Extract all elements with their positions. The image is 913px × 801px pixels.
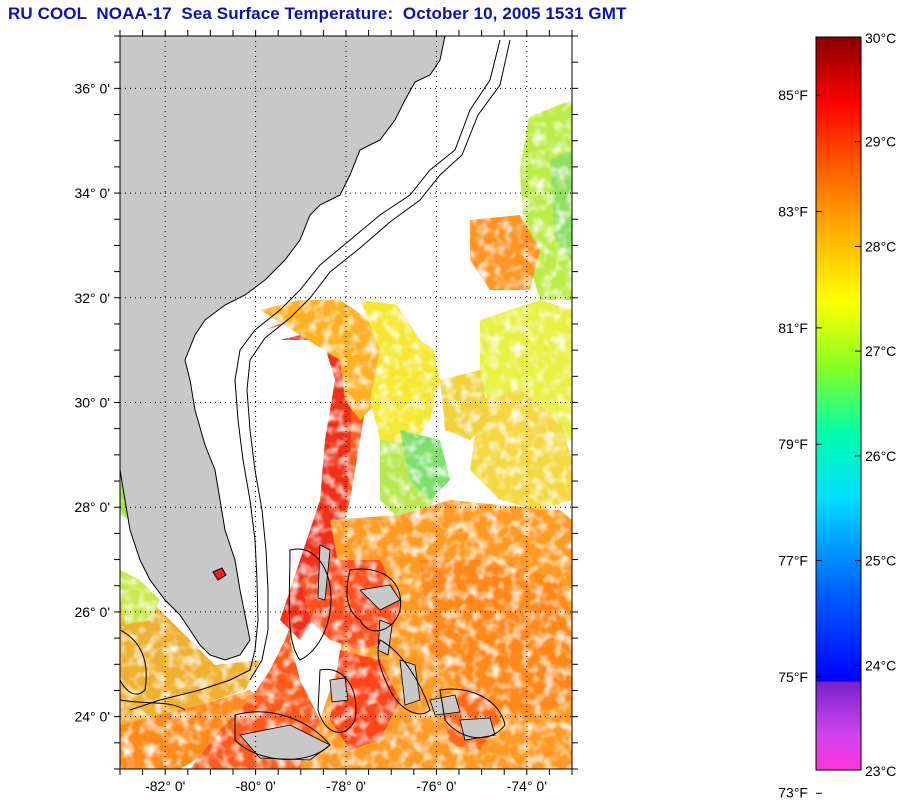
land-southeast-us <box>120 36 446 661</box>
map-title: RU COOL NOAA-17 Sea Surface Temperature:… <box>8 4 627 23</box>
colorbar-celsius-label: 28°C <box>865 238 896 254</box>
colorbar-celsius-label: 30°C <box>865 30 896 46</box>
lon-label: -80° 0' <box>236 778 276 794</box>
colorbar-celsius-label: 23°C <box>865 763 896 779</box>
lat-label: 30° 0' <box>74 395 110 411</box>
colorbar-celsius-label: 24°C <box>865 657 896 673</box>
colorbar-celsius-label: 29°C <box>865 134 896 150</box>
colorbar-fahrenheit-label: 83°F <box>778 204 808 220</box>
colorbar-fahrenheit-label: 73°F <box>778 784 808 800</box>
colorbar-celsius-label: 25°C <box>865 553 896 569</box>
colorbar-fahrenheit-label: 81°F <box>778 320 808 336</box>
gridlines <box>120 36 572 769</box>
lake-okeechobee <box>212 567 227 581</box>
colorbar-celsius-label: 26°C <box>865 448 896 464</box>
cloud-area-north <box>300 40 572 300</box>
colorbar-fahrenheit-label: 85°F <box>778 87 808 103</box>
lat-label: 34° 0' <box>74 185 110 201</box>
colorbar-celsius-labels: 30°C 29°C 28°C 27°C 26°C 25°C 24°C 23°C <box>855 30 896 779</box>
latitude-labels: 36° 0' 34° 0' 32° 0' 30° 0' 28° 0' 26° 0' 24° … <box>74 80 110 724</box>
lat-label: 36° 0' <box>74 80 110 96</box>
colorbar-fahrenheit-label: 79°F <box>778 436 808 452</box>
cloud-area-center <box>370 250 470 360</box>
bathymetry-contours <box>120 39 511 760</box>
colorbar-celsius-label: 27°C <box>865 343 896 359</box>
colorbar-fahrenheit-labels: 85°F 83°F 81°F 79°F 77°F 75°F 73°F <box>778 87 822 800</box>
lat-label: 26° 0' <box>74 604 110 620</box>
lat-label: 32° 0' <box>74 290 110 306</box>
lon-label: -76° 0' <box>416 778 456 794</box>
longitude-labels: -82° 0' -80° 0' -78° 0' -76° 0' -74° 0' <box>145 778 547 794</box>
map-ticks <box>114 30 578 775</box>
lat-label: 24° 0' <box>74 709 110 725</box>
colorbar-fahrenheit-label: 75°F <box>778 669 808 685</box>
bahamas-islands <box>239 544 496 761</box>
lon-label: -78° 0' <box>326 778 366 794</box>
colorbar <box>815 36 862 771</box>
colorbar-fahrenheit-label: 77°F <box>778 553 808 569</box>
lon-label: -82° 0' <box>145 778 185 794</box>
lat-label: 28° 0' <box>74 499 110 515</box>
lon-label: -74° 0' <box>507 778 547 794</box>
